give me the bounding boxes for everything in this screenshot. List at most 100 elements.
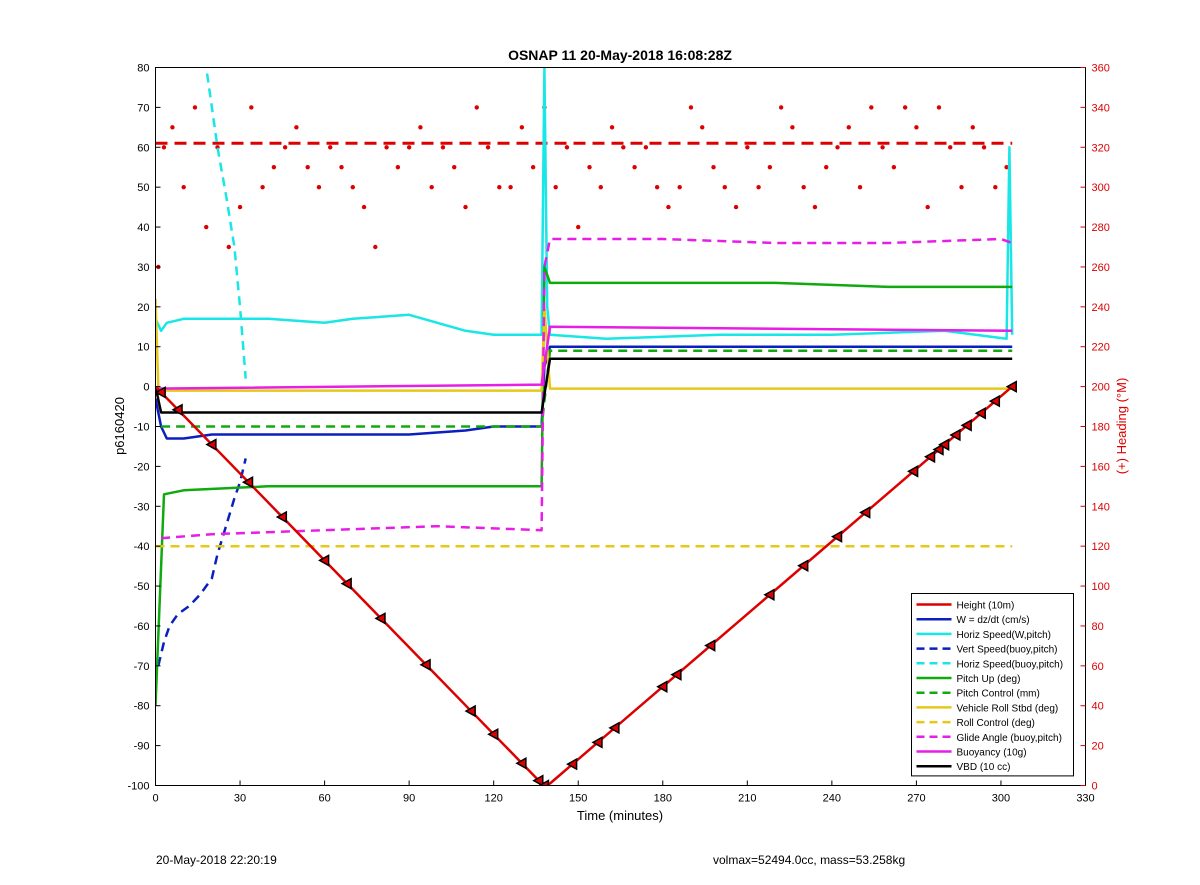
heading-point — [350, 184, 355, 190]
height-marker — [566, 757, 578, 771]
y-tick-label: 60 — [137, 142, 149, 154]
heading-point — [869, 105, 874, 110]
y-right-tick-label: 320 — [1092, 142, 1110, 154]
y-tick-label: -30 — [134, 501, 150, 513]
legend-label: Glide Angle (buoy,pitch) — [957, 733, 1062, 744]
heading-point — [530, 165, 536, 170]
height-marker — [932, 443, 944, 456]
heading-point — [688, 105, 694, 110]
y-tick-label: 50 — [137, 182, 149, 194]
heading-point — [993, 184, 998, 190]
heading-point — [271, 165, 277, 170]
x-tick-label: 270 — [907, 793, 925, 805]
heading-point — [677, 184, 682, 190]
legend-label: Buoyancy (10g) — [957, 748, 1027, 759]
heading-point — [237, 204, 243, 210]
y-right-tick-label: 200 — [1092, 382, 1110, 394]
heading-point — [316, 184, 322, 190]
legend-label: Height (10m) — [957, 601, 1015, 612]
height-marker — [656, 680, 668, 693]
heading-point — [587, 165, 592, 170]
heading-point — [767, 165, 773, 170]
heading-point — [790, 125, 795, 130]
height-marker — [670, 668, 682, 681]
heading-point — [959, 184, 964, 190]
x-tick-label: 90 — [403, 793, 415, 805]
legend-label: Pitch Control (mm) — [957, 689, 1040, 700]
series-line-7 — [155, 298, 1013, 392]
heading-point — [632, 165, 637, 170]
y-tick-label: -50 — [134, 581, 150, 593]
heading-point — [508, 184, 513, 190]
series-line-11 — [155, 357, 1013, 414]
series-line-4 — [180, 67, 247, 379]
height-marker — [340, 577, 352, 590]
height-marker — [374, 612, 386, 625]
legend-box — [911, 593, 1074, 777]
height-marker — [537, 779, 550, 786]
height-marker — [974, 406, 986, 420]
legend: Height (10m) W = dz/dt (cm/s) Horiz Speed(… — [911, 593, 1074, 777]
x-tick-label: 300 — [992, 793, 1010, 805]
height-marker — [241, 475, 254, 489]
heading-point — [249, 105, 254, 110]
heading-point — [880, 145, 885, 150]
height-marker — [464, 704, 476, 718]
y-right-tick-label: 100 — [1092, 581, 1110, 593]
legend-label: Vehicle Roll Stbd (deg) — [957, 703, 1059, 714]
y-right-tick-label: 260 — [1092, 262, 1110, 274]
heading-point — [835, 145, 840, 150]
height-marker — [591, 736, 603, 749]
y-right-tick-label: 280 — [1092, 222, 1110, 234]
footer-mass-info: volmax=52494.0cc, mass=53.258kg — [713, 853, 906, 867]
heading-point — [654, 184, 660, 190]
heading-point — [373, 244, 378, 250]
height-marker — [830, 530, 843, 543]
heading-point — [463, 204, 468, 210]
height-marker — [949, 428, 961, 442]
heading-point — [305, 165, 310, 170]
y-tick-label: -60 — [134, 621, 150, 633]
height-marker — [907, 465, 919, 478]
legend-label: Vert Speed(buoy,pitch) — [957, 645, 1058, 656]
heading-point — [666, 204, 671, 210]
series-line-10 — [155, 325, 1013, 390]
heading-point — [812, 204, 818, 210]
heading-point — [282, 145, 288, 150]
y-right-tick-label: 20 — [1092, 741, 1104, 753]
heading-point — [452, 165, 457, 170]
heading-point — [226, 244, 231, 250]
height-marker — [988, 394, 1001, 408]
heading-point — [418, 125, 423, 130]
heading-point — [711, 165, 716, 170]
y-right-tick-label: 300 — [1092, 182, 1110, 194]
y-right-tick-label: 0 — [1092, 781, 1098, 793]
heading-point — [576, 224, 581, 230]
footer-timestamp: 20-May-2018 22:20:19 — [156, 853, 277, 867]
heading-point — [824, 165, 829, 170]
heading-point — [440, 145, 446, 150]
height-marker — [155, 386, 166, 399]
height-marker — [275, 510, 288, 524]
heading-point — [722, 184, 727, 190]
height-marker — [704, 639, 716, 652]
y-right-tick-label: 180 — [1092, 422, 1110, 434]
y-tick-label: 70 — [137, 102, 149, 114]
height-marker — [763, 588, 775, 602]
heading-point — [733, 204, 739, 210]
height-marker — [419, 658, 431, 672]
heading-point — [970, 125, 975, 130]
height-marker — [1005, 380, 1017, 393]
x-tick-label: 60 — [318, 793, 330, 805]
height-marker — [923, 450, 936, 464]
legend-label: Horiz Speed(W,pitch) — [957, 630, 1051, 641]
heading-point — [384, 145, 389, 150]
heading-point — [485, 145, 491, 150]
heading-point — [519, 125, 525, 130]
legend-label: W = dz/dt (cm/s) — [957, 615, 1030, 626]
height-marker — [797, 559, 809, 572]
height-marker — [487, 727, 499, 741]
heading-point — [294, 125, 299, 130]
y-tick-label: -90 — [134, 741, 150, 753]
y-right-tick-label: 140 — [1092, 501, 1110, 513]
